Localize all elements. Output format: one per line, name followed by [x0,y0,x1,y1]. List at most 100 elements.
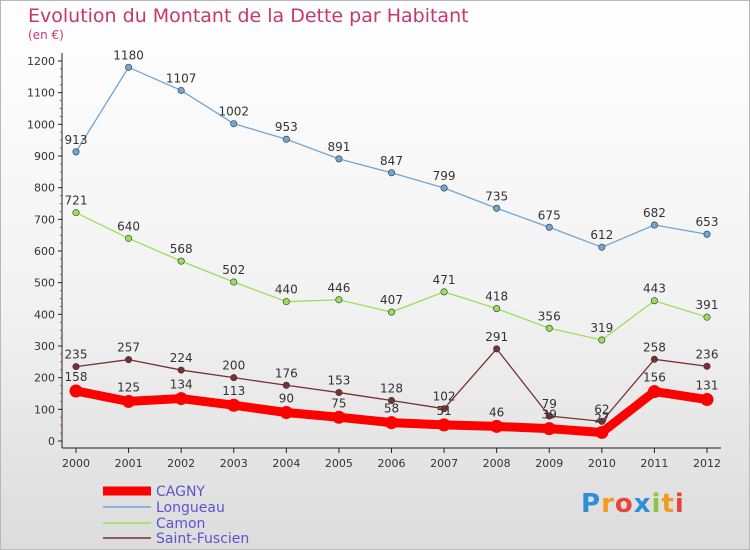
data-label: 236 [696,347,719,361]
data-point [387,169,395,177]
data-label: 258 [643,340,666,354]
data-point [177,86,185,94]
data-label: 675 [538,208,561,222]
y-tick-label: 400 [34,308,55,321]
y-tick-label: 900 [34,150,55,163]
legend-label-cagny: CAGNY [156,484,205,500]
data-point [493,345,501,353]
data-label: 612 [590,228,613,242]
data-label: 319 [590,321,613,335]
data-label: 735 [485,189,508,203]
legend-label-saint-fuscien: Saint-Fuscien [156,531,250,547]
data-label: 176 [275,366,298,380]
data-label: 75 [331,396,346,410]
data-label: 46 [489,405,504,419]
data-point [279,406,293,419]
data-point [125,63,133,71]
data-label: 62 [594,402,609,416]
data-point [177,366,185,374]
data-label: 39 [542,408,557,422]
data-point [490,419,504,433]
data-label: 257 [117,341,140,355]
y-tick-label: 1100 [27,87,55,100]
x-tick-label: 2006 [378,457,406,470]
x-tick-label: 2007 [430,457,458,470]
data-point [703,230,711,238]
data-label: 27 [594,411,609,425]
data-label: 953 [275,120,298,134]
data-label: 128 [380,381,403,395]
data-point [335,155,343,163]
data-point [545,223,553,231]
data-label: 682 [643,206,666,220]
logo-letter: t [661,489,675,519]
logo-letter: i [674,489,685,519]
data-label: 502 [222,263,245,277]
y-tick-label: 1000 [27,118,55,131]
data-point [598,243,606,251]
data-point [72,148,80,156]
data-label: 407 [380,293,403,307]
data-point [72,363,80,371]
x-tick-label: 2009 [535,457,563,470]
data-point [647,385,661,399]
data-label: 51 [436,404,451,418]
data-label: 131 [696,379,719,393]
logo-letter: x [633,489,652,519]
x-tick-label: 2000 [62,457,90,470]
data-label: 235 [65,348,88,362]
data-label: 291 [485,330,508,344]
x-tick-label: 2012 [693,457,721,470]
data-label: 1002 [218,105,249,119]
data-label: 446 [327,281,350,295]
data-point [387,308,395,316]
data-point [72,209,80,217]
data-label: 418 [485,290,508,304]
y-tick-label: 300 [34,340,55,353]
data-label: 200 [222,359,245,373]
logo-letter: P [581,489,602,519]
data-point [650,221,658,229]
data-label: 58 [384,402,399,416]
logo-letter: r [601,489,615,519]
x-tick-label: 2001 [115,457,143,470]
data-label: 440 [275,283,298,297]
data-point [545,324,553,332]
data-label: 1107 [166,71,197,85]
x-tick-label: 2010 [588,457,616,470]
data-point [598,336,606,344]
data-label: 113 [222,384,245,398]
x-tick-label: 2005 [325,457,353,470]
data-label: 443 [643,282,666,296]
data-label: 913 [65,133,88,147]
data-point [227,398,241,412]
data-point [332,410,346,424]
data-point [282,298,290,306]
y-tick-label: 0 [48,435,55,448]
data-point [650,297,658,305]
data-point [230,120,238,128]
data-point [437,418,451,432]
y-tick-label: 200 [34,372,55,385]
y-tick-label: 1200 [27,55,55,68]
data-point [174,392,188,406]
data-label: 79 [542,397,557,411]
data-point [542,422,556,436]
data-label: 568 [170,242,193,256]
data-point [230,278,238,286]
x-tick-label: 2003 [220,457,248,470]
y-tick-label: 800 [34,182,55,195]
data-point [650,355,658,363]
data-point [595,425,609,439]
legend-label-camon: Camon [156,516,206,532]
data-label: 158 [65,370,88,384]
data-point [69,384,83,398]
logo-letter: o [614,489,634,519]
x-tick-label: 2002 [167,457,195,470]
data-label: 156 [643,371,666,385]
data-label: 224 [170,351,193,365]
data-point [545,412,553,420]
data-point [282,135,290,143]
data-label: 125 [117,380,140,394]
